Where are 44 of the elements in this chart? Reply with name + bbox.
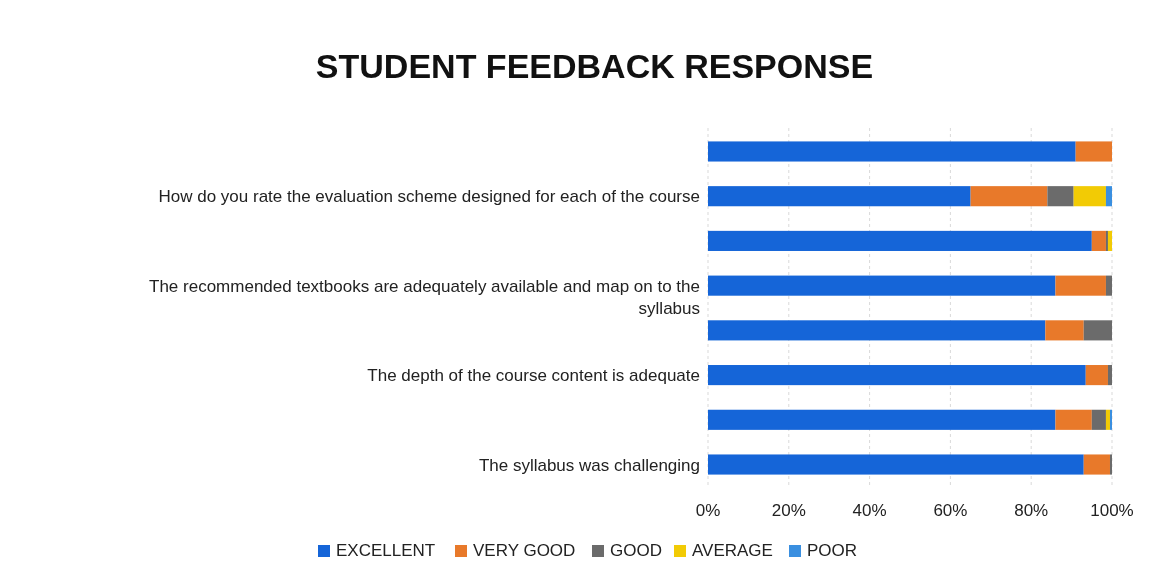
x-tick-label: 100%	[1090, 501, 1134, 520]
bar	[1105, 275, 1112, 296]
y-tick-label: The recommended textbooks are adequately available and map on to the syllabus	[149, 276, 700, 318]
y-tick-label: The depth of the course content is adequate	[367, 366, 700, 386]
bar	[970, 186, 1048, 207]
bar	[708, 186, 971, 207]
x-tick-label: 60%	[933, 501, 968, 520]
legend-label: GOOD	[610, 541, 662, 560]
bar	[1083, 454, 1110, 475]
x-tick-label: 80%	[1014, 501, 1049, 520]
bar	[1045, 320, 1084, 341]
bar	[708, 365, 1086, 386]
legend-label: EXCELLENT	[336, 541, 436, 560]
bar	[1091, 230, 1106, 251]
bar	[1075, 141, 1112, 162]
bar	[1107, 365, 1112, 386]
bar	[708, 230, 1092, 251]
bar	[708, 141, 1076, 162]
bar	[1055, 409, 1092, 430]
chart-title: STUDENT FEEDBACK RESPONSE	[315, 47, 874, 85]
x-tick-label: 0%	[695, 501, 721, 520]
bar	[1109, 409, 1112, 430]
bar	[1047, 186, 1074, 207]
bar	[708, 454, 1084, 475]
x-tick-label: 40%	[852, 501, 887, 520]
bar	[1091, 409, 1106, 430]
bar	[1073, 186, 1106, 207]
y-tick-label: The syllabus was challenging	[478, 455, 700, 475]
bar	[1105, 409, 1110, 430]
bar	[1105, 230, 1108, 251]
x-tick-label: 20%	[771, 501, 806, 520]
bar	[1083, 320, 1112, 341]
bar	[708, 409, 1056, 430]
bar	[1109, 454, 1112, 475]
bar	[1107, 230, 1112, 251]
bar	[1105, 186, 1112, 207]
bar	[708, 320, 1046, 341]
legend-label: AVERAGE	[692, 541, 773, 560]
bar	[1055, 275, 1106, 296]
legend-label: POOR	[807, 541, 858, 560]
legend-label: VERY GOOD	[473, 541, 576, 560]
bar	[1085, 365, 1108, 386]
y-tick-label: How do you rate the evaluation scheme designed for each of the course	[158, 187, 700, 207]
bar	[708, 275, 1056, 296]
